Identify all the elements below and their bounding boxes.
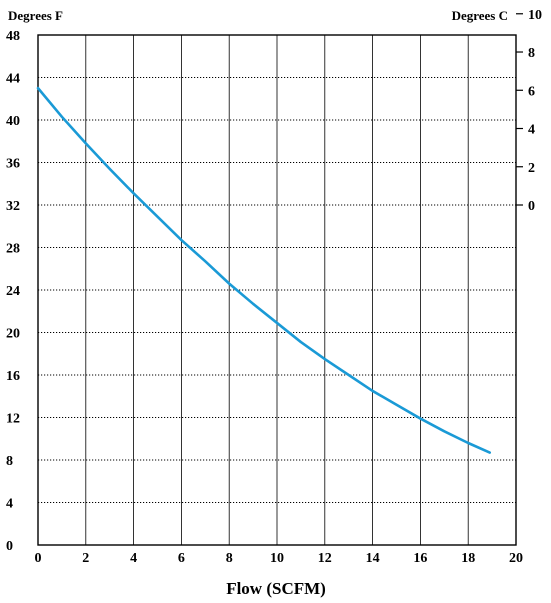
y-left-tick-label: 0 xyxy=(6,539,13,554)
y-left-tick-label: 48 xyxy=(6,29,20,44)
x-tick-label: 8 xyxy=(226,551,233,566)
grid xyxy=(38,35,516,545)
x-tick-label: 12 xyxy=(318,551,332,566)
plot-frame xyxy=(37,34,517,546)
y-left-tick-label: 44 xyxy=(6,72,20,87)
y-right-tick-label: 6 xyxy=(528,84,535,99)
x-tick-label: 4 xyxy=(130,551,137,566)
y-axis-right-title: Degrees C xyxy=(452,8,508,23)
series-group xyxy=(36,86,492,454)
y-left-tick-label: 32 xyxy=(6,199,20,214)
y-left-tick-label: 40 xyxy=(6,114,20,129)
y-left-tick-label: 12 xyxy=(6,412,20,427)
y-right-tick-label: 2 xyxy=(528,161,535,176)
x-axis: 0 2 4 6 8 10 12 14 16 18 20 xyxy=(35,551,524,566)
y-left-tick-label: 36 xyxy=(6,157,20,172)
y-left-tick-label: 16 xyxy=(6,369,20,384)
y-right-tick-label: 10 xyxy=(528,8,542,23)
y-axis-right: 0246810121416182022242628 xyxy=(516,8,542,214)
x-tick-label: 16 xyxy=(413,551,427,566)
x-tick-label: 20 xyxy=(509,551,523,566)
x-tick-label: 14 xyxy=(366,551,380,566)
y-right-tick-label: 4 xyxy=(528,123,535,138)
y-axis-left-title: Degrees F xyxy=(8,8,63,23)
y-left-tick-label: 24 xyxy=(6,284,20,299)
y-left-tick-label: 8 xyxy=(6,454,13,469)
y-left-tick-label: 20 xyxy=(6,327,20,342)
y-left-tick-label: 28 xyxy=(6,242,20,257)
series-line xyxy=(36,86,492,454)
y-right-tick-label: 0 xyxy=(528,199,535,214)
y-right-tick-label: 8 xyxy=(528,46,535,61)
x-tick-label: 2 xyxy=(82,551,89,566)
plot-border xyxy=(37,34,517,546)
x-tick-label: 18 xyxy=(461,551,475,566)
x-tick-label: 10 xyxy=(270,551,284,566)
x-tick-label: 6 xyxy=(178,551,185,566)
x-axis-title: Flow (SCFM) xyxy=(226,579,326,598)
y-left-tick-label: 4 xyxy=(6,497,13,512)
x-tick-label: 0 xyxy=(35,551,42,566)
